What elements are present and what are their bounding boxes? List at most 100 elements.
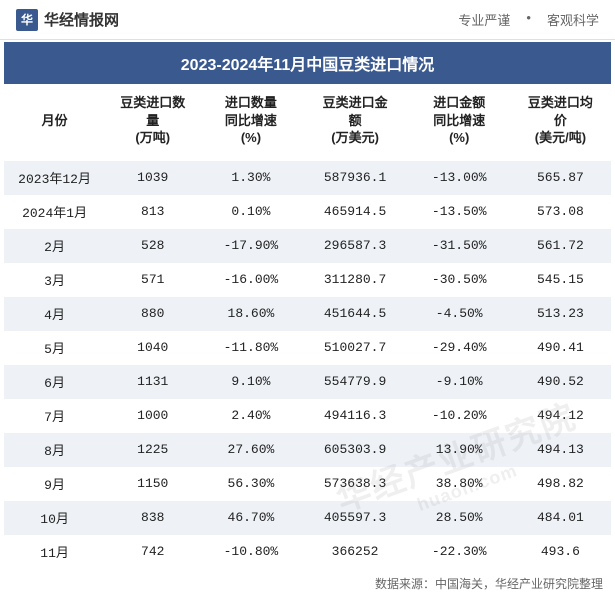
column-header: 豆类进口数量(万吨) xyxy=(105,84,200,161)
table-cell: -31.50% xyxy=(409,229,510,263)
table-cell: 46.70% xyxy=(200,501,301,535)
table-cell: 490.52 xyxy=(510,365,611,399)
table-cell: 1040 xyxy=(105,331,200,365)
logo-text: 华经情报网 xyxy=(44,9,119,30)
table-row: 10月83846.70%405597.328.50%484.01 xyxy=(4,501,611,535)
tagline-divider: • xyxy=(526,10,531,29)
table-cell: -10.20% xyxy=(409,399,510,433)
table-cell: -13.00% xyxy=(409,161,510,195)
table-cell: -29.40% xyxy=(409,331,510,365)
table-row: 5月1040-11.80%510027.7-29.40%490.41 xyxy=(4,331,611,365)
table-cell: 2月 xyxy=(4,229,105,263)
table-cell: 296587.3 xyxy=(302,229,409,263)
table-cell: 9月 xyxy=(4,467,105,501)
table-row: 4月88018.60%451644.5-4.50%513.23 xyxy=(4,297,611,331)
table-cell: 13.90% xyxy=(409,433,510,467)
table-cell: -11.80% xyxy=(200,331,301,365)
table-cell: 605303.9 xyxy=(302,433,409,467)
logo-icon: 华 xyxy=(16,9,38,31)
table-cell: -17.90% xyxy=(200,229,301,263)
table-cell: 880 xyxy=(105,297,200,331)
table-cell: 490.41 xyxy=(510,331,611,365)
table-cell: -16.00% xyxy=(200,263,301,297)
table-cell: 2024年1月 xyxy=(4,195,105,229)
tagline-1: 专业严谨 xyxy=(458,10,510,29)
table-cell: 813 xyxy=(105,195,200,229)
table-cell: 56.30% xyxy=(200,467,301,501)
table-cell: 405597.3 xyxy=(302,501,409,535)
table-cell: 311280.7 xyxy=(302,263,409,297)
table-row: 7月10002.40%494116.3-10.20%494.12 xyxy=(4,399,611,433)
table-cell: 510027.7 xyxy=(302,331,409,365)
table-cell: 565.87 xyxy=(510,161,611,195)
table-cell: -4.50% xyxy=(409,297,510,331)
table-cell: 28.50% xyxy=(409,501,510,535)
table-cell: 2.40% xyxy=(200,399,301,433)
table-cell: 465914.5 xyxy=(302,195,409,229)
table-row: 11月742-10.80%366252-22.30%493.6 xyxy=(4,535,611,569)
table-cell: 528 xyxy=(105,229,200,263)
table-header-row: 月份豆类进口数量(万吨)进口数量同比增速(%)豆类进口金额(万美元)进口金额同比… xyxy=(4,84,611,161)
table-cell: 494.12 xyxy=(510,399,611,433)
column-header: 豆类进口金额(万美元) xyxy=(302,84,409,161)
table-cell: 554779.9 xyxy=(302,365,409,399)
table-row: 9月115056.30%573638.338.80%498.82 xyxy=(4,467,611,501)
table-cell: 5月 xyxy=(4,331,105,365)
table-cell: 493.6 xyxy=(510,535,611,569)
table-cell: 1039 xyxy=(105,161,200,195)
column-header: 进口金额同比增速(%) xyxy=(409,84,510,161)
chart-title: 2023-2024年11月中国豆类进口情况 xyxy=(4,42,611,84)
import-table: 月份豆类进口数量(万吨)进口数量同比增速(%)豆类进口金额(万美元)进口金额同比… xyxy=(4,84,611,569)
table-row: 8月122527.60%605303.913.90%494.13 xyxy=(4,433,611,467)
table-cell: 18.60% xyxy=(200,297,301,331)
table-cell: 571 xyxy=(105,263,200,297)
table-cell: 2023年12月 xyxy=(4,161,105,195)
table-cell: 513.23 xyxy=(510,297,611,331)
table-cell: 561.72 xyxy=(510,229,611,263)
table-cell: 573.08 xyxy=(510,195,611,229)
table-cell: 38.80% xyxy=(409,467,510,501)
table-cell: 545.15 xyxy=(510,263,611,297)
table-cell: 11月 xyxy=(4,535,105,569)
table-cell: -10.80% xyxy=(200,535,301,569)
logo: 华 华经情报网 xyxy=(16,9,119,31)
table-cell: 1131 xyxy=(105,365,200,399)
table-cell: -9.10% xyxy=(409,365,510,399)
column-header: 月份 xyxy=(4,84,105,161)
table-cell: 27.60% xyxy=(200,433,301,467)
table-cell: 10月 xyxy=(4,501,105,535)
table-row: 2023年12月10391.30%587936.1-13.00%565.87 xyxy=(4,161,611,195)
table-cell: 1225 xyxy=(105,433,200,467)
table-cell: 451644.5 xyxy=(302,297,409,331)
table-row: 2024年1月8130.10%465914.5-13.50%573.08 xyxy=(4,195,611,229)
table-cell: 6月 xyxy=(4,365,105,399)
table-cell: 1000 xyxy=(105,399,200,433)
table-cell: 366252 xyxy=(302,535,409,569)
table-cell: 742 xyxy=(105,535,200,569)
table-cell: 8月 xyxy=(4,433,105,467)
table-cell: 587936.1 xyxy=(302,161,409,195)
table-cell: 3月 xyxy=(4,263,105,297)
column-header: 豆类进口均价(美元/吨) xyxy=(510,84,611,161)
table-cell: 494.13 xyxy=(510,433,611,467)
table-cell: 9.10% xyxy=(200,365,301,399)
table-cell: 4月 xyxy=(4,297,105,331)
table-cell: 573638.3 xyxy=(302,467,409,501)
table-cell: 484.01 xyxy=(510,501,611,535)
table-row: 2月528-17.90%296587.3-31.50%561.72 xyxy=(4,229,611,263)
table-row: 3月571-16.00%311280.7-30.50%545.15 xyxy=(4,263,611,297)
header-bar: 华 华经情报网 专业严谨 • 客观科学 xyxy=(0,0,615,40)
table-cell: -22.30% xyxy=(409,535,510,569)
table-cell: 1150 xyxy=(105,467,200,501)
table-cell: 838 xyxy=(105,501,200,535)
table-row: 6月11319.10%554779.9-9.10%490.52 xyxy=(4,365,611,399)
table-cell: 7月 xyxy=(4,399,105,433)
table-cell: 498.82 xyxy=(510,467,611,501)
tagline-2: 客观科学 xyxy=(547,10,599,29)
table-cell: -13.50% xyxy=(409,195,510,229)
table-cell: 494116.3 xyxy=(302,399,409,433)
column-header: 进口数量同比增速(%) xyxy=(200,84,301,161)
data-source: 数据来源：中国海关，华经产业研究院整理 xyxy=(0,569,615,592)
table-cell: 1.30% xyxy=(200,161,301,195)
table-cell: -30.50% xyxy=(409,263,510,297)
